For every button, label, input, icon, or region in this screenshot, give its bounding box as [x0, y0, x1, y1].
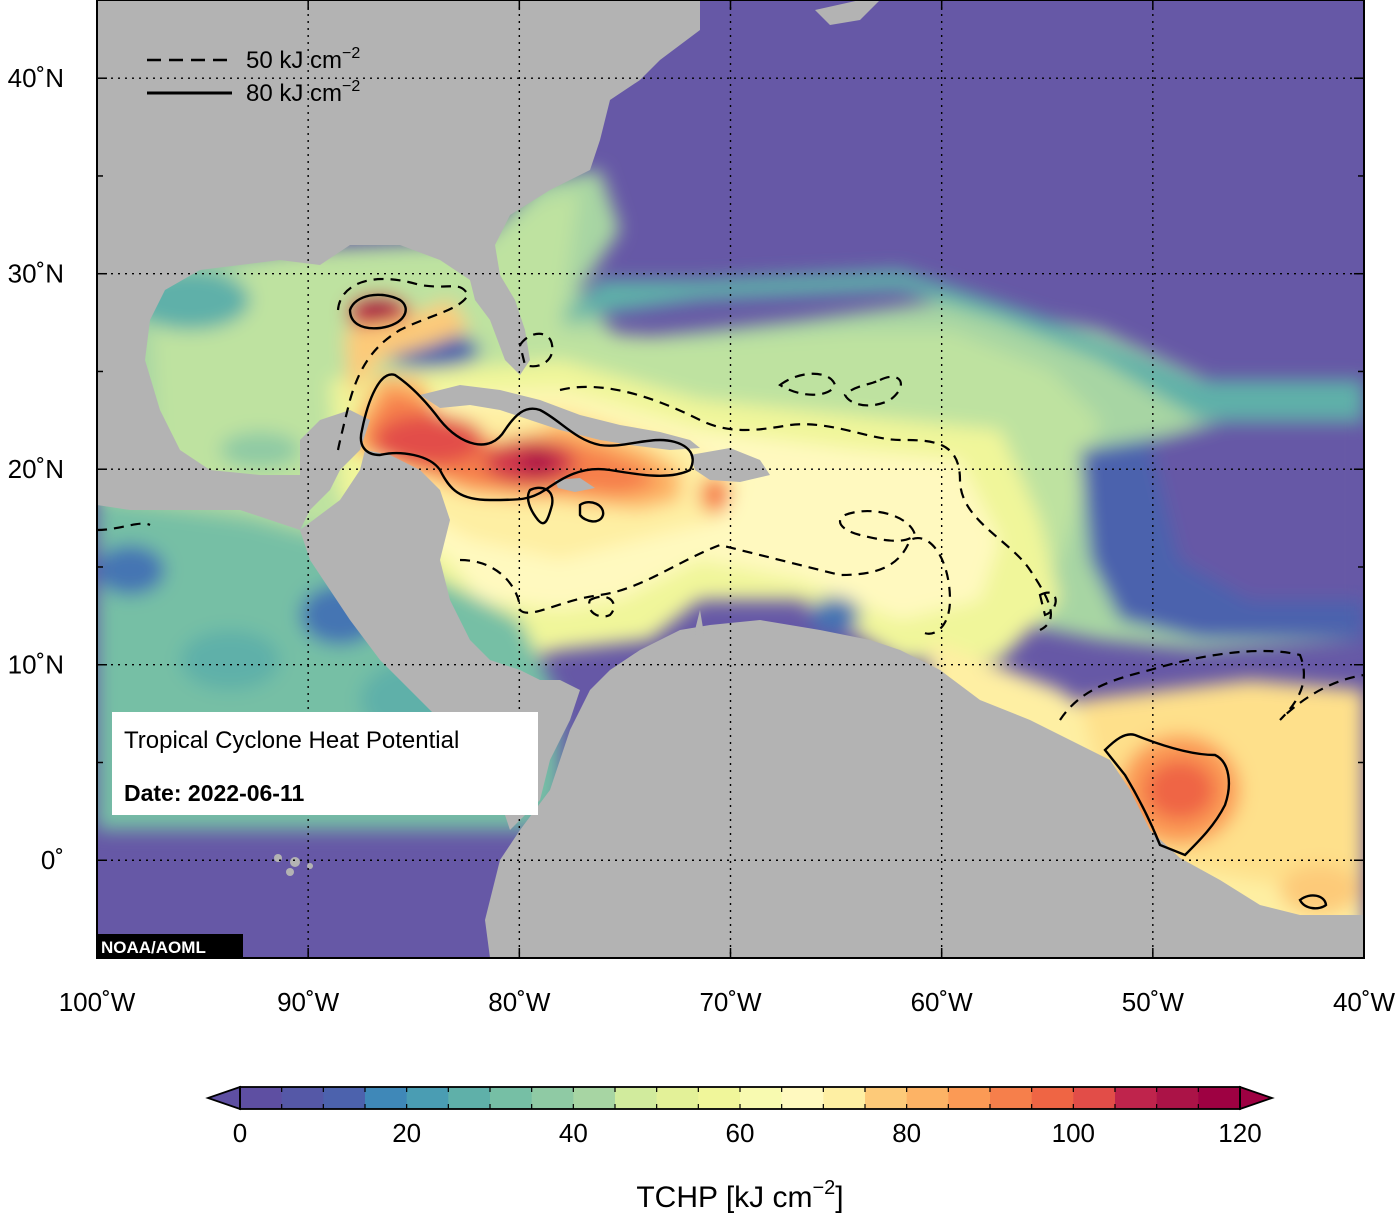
colorbar-bin — [490, 1087, 533, 1109]
contour-50-loop-5 — [1038, 591, 1057, 617]
axis-ticks — [96, 0, 1365, 959]
lon-tick-label: 100˚W — [59, 987, 136, 1017]
colorbar-bin — [281, 1087, 324, 1109]
colorbar-bin — [1073, 1087, 1116, 1109]
colorbar-bin — [1115, 1087, 1158, 1109]
colorbar-bin — [823, 1087, 866, 1109]
contour-80-caribbean — [359, 373, 694, 502]
credit-text: NOAA/AOML — [101, 938, 206, 957]
colorbar-bin — [531, 1087, 574, 1109]
colorbar-bin — [906, 1087, 949, 1109]
contour-80-gulf — [348, 293, 407, 330]
colorbar-tick-label: 80 — [892, 1118, 921, 1148]
lon-tick-label: 50˚W — [1122, 987, 1185, 1017]
contours — [348, 293, 1328, 910]
contour-80-small-b — [578, 501, 605, 523]
contour-50-loop-2 — [843, 375, 902, 407]
legend-80-label: 80 kJ cm−2 — [246, 78, 360, 107]
lon-tick-label: 40˚W — [1333, 987, 1396, 1017]
colorbar-tick-label: 100 — [1052, 1118, 1095, 1148]
colorbar-tick-label: 120 — [1218, 1118, 1261, 1148]
lon-tick-label: 60˚W — [911, 987, 974, 1017]
contour-50-loop-4 — [587, 595, 615, 618]
contours-dashed — [97, 277, 1364, 721]
contour-50-loop-3 — [838, 510, 917, 542]
small-islands — [695, 0, 880, 660]
lon-tick-label: 70˚W — [699, 987, 762, 1017]
colorbar-min-arrow — [205, 1085, 241, 1111]
landmass-north-america — [97, 0, 1364, 530]
landmass-jamaica — [555, 478, 595, 492]
colorbar-bin — [615, 1087, 658, 1109]
map-area: 50 kJ cm−2 80 kJ cm−2 Tropical Cyclone H… — [97, 0, 1364, 958]
lon-tick-label: 80˚W — [488, 987, 551, 1017]
contour-50-loop-1 — [778, 372, 837, 396]
landmass-cuba — [420, 385, 700, 450]
landmass-south-america — [485, 620, 1364, 958]
lon-tick-label: 90˚W — [277, 987, 340, 1017]
contour-legend: 50 kJ cm−2 80 kJ cm−2 — [147, 45, 360, 107]
colorbar-tick-label: 0 — [233, 1118, 247, 1148]
colorbar-bin — [698, 1087, 741, 1109]
contour-50-south-caribbean — [459, 537, 952, 635]
colorbar-tick-label: 40 — [559, 1118, 588, 1148]
lat-tick-label: 20˚N — [8, 454, 64, 484]
colorbar-bin — [990, 1087, 1033, 1109]
colorbar-bin — [573, 1087, 616, 1109]
colorbar-tick-label: 20 — [392, 1118, 421, 1148]
colorbar-bin — [1156, 1087, 1199, 1109]
colorbar-bin — [948, 1087, 991, 1109]
contour-50-east-pacific — [97, 522, 151, 532]
map-title: Tropical Cyclone Heat Potential — [124, 727, 459, 754]
colorbar-bin — [1198, 1087, 1241, 1109]
lat-axis-labels: 40˚N 30˚N 20˚N 10˚N 0˚ — [8, 63, 64, 875]
contour-80-south-atlantic — [1103, 733, 1231, 857]
legend-50-label: 50 kJ cm−2 — [246, 45, 360, 74]
contour-50-gulf — [336, 277, 470, 451]
contour-50-caribbean-mid — [559, 385, 1052, 631]
lat-tick-label: 0˚ — [41, 845, 64, 875]
colorbar-bin — [365, 1087, 408, 1109]
colorbar-bin — [656, 1087, 699, 1109]
colorbar-tick-labels: 0 20 40 60 80 100 120 — [233, 1118, 1262, 1148]
colorbar-bin — [448, 1087, 491, 1109]
colorbar-bin — [740, 1087, 783, 1109]
colorbar-bin — [1031, 1087, 1074, 1109]
contour-50-caribbean-north — [518, 332, 554, 368]
landmass-hispaniola — [690, 448, 770, 482]
colorbar — [205, 1085, 1275, 1111]
colorbar-max-arrow — [1239, 1085, 1275, 1111]
lat-tick-label: 30˚N — [8, 259, 64, 289]
title-box: Tropical Cyclone Heat Potential Date: 20… — [112, 712, 538, 815]
colorbar-bin — [323, 1087, 366, 1109]
colorbar-bin — [781, 1087, 824, 1109]
colorbar-tick-label: 60 — [726, 1118, 755, 1148]
lat-tick-label: 10˚N — [8, 650, 64, 680]
landmass-florida — [470, 275, 530, 375]
map-date: Date: 2022-06-11 — [124, 780, 304, 806]
contour-80-small-c — [1298, 894, 1328, 910]
colorbar-title: TCHP [kJ cm−2] — [636, 1177, 843, 1214]
colorbar-bin — [406, 1087, 449, 1109]
colorbar-bin — [865, 1087, 908, 1109]
contour-50-south-atlantic — [1059, 649, 1364, 721]
colorbar-bin — [240, 1087, 283, 1109]
lon-axis-labels: 100˚W 90˚W 80˚W 70˚W 60˚W 50˚W 40˚W — [59, 987, 1396, 1017]
lat-tick-label: 40˚N — [8, 63, 64, 93]
credit-badge: NOAA/AOML — [97, 934, 243, 958]
contour-80-small-a — [526, 486, 554, 525]
